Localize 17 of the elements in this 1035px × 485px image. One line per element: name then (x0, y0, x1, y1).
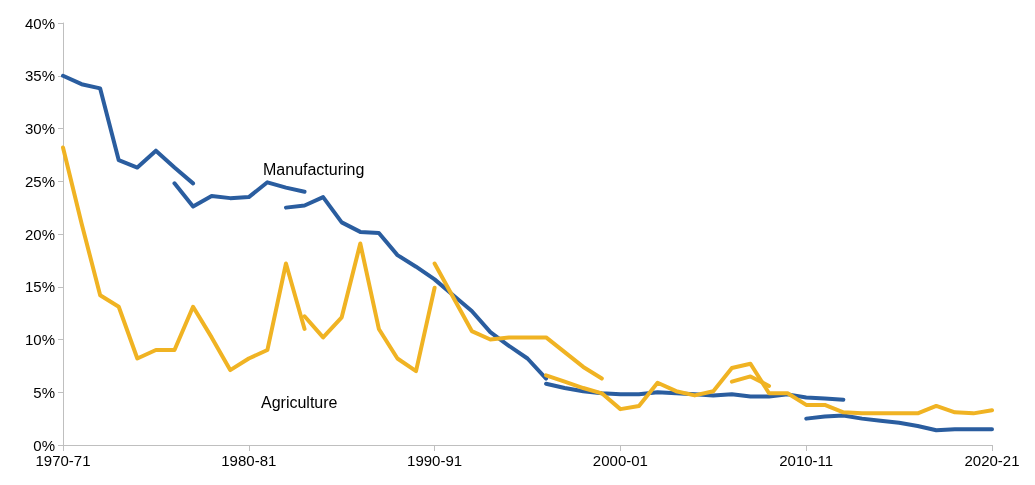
y-tick-label: 30% (24, 120, 55, 137)
annotation: Agriculture (261, 393, 338, 411)
x-tick-label: 1980-81 (221, 452, 277, 469)
x-tick-label: 2000-01 (592, 452, 648, 469)
y-tick-label: 20% (24, 225, 55, 243)
y-tick-label: 35% (24, 67, 55, 85)
x-tick-label: 2010-11 (779, 452, 834, 469)
x-tick-label: 1990-91 (407, 452, 463, 469)
y-tick-label: 5% (33, 383, 55, 401)
annotation: Manufacturing (263, 160, 365, 178)
y-tick-label: 25% (24, 172, 55, 190)
y-tick-label: 10% (24, 331, 55, 348)
y-tick-label: 15% (24, 278, 55, 296)
x-tick-label: 1970-71 (35, 452, 91, 469)
x-tick-label: 2020-21 (964, 452, 1020, 469)
y-tick-label: 0% (33, 436, 55, 454)
y-tick-label: 40% (24, 14, 55, 32)
